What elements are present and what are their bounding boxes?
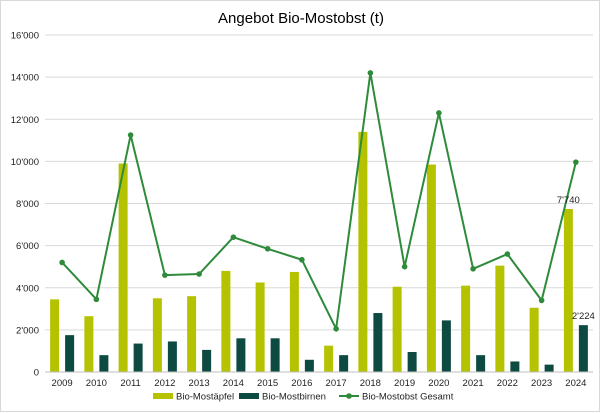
line-point [504, 251, 511, 257]
data-label: 7'740 [557, 195, 580, 206]
line-point [93, 296, 100, 303]
x-tick-label: 2018 [360, 378, 381, 389]
bar-mostbirnen [236, 338, 246, 372]
bar-mostbirnen [339, 355, 349, 372]
x-tick-label: 2017 [326, 378, 347, 389]
bar-mostaepfel [563, 208, 573, 372]
bar-mostbirnen [578, 325, 588, 372]
bar-mostbirnen [373, 313, 383, 372]
y-tick-label: 10'000 [11, 157, 39, 168]
bar-mostaepfel [461, 285, 471, 372]
bar-mostaepfel [187, 296, 197, 372]
bar-mostbirnen [167, 341, 177, 372]
x-tick-label: 2016 [291, 378, 312, 389]
data-labels: 7'740 2'224 [557, 195, 595, 322]
chart-title: Angebot Bio-Mostobst (t) [218, 10, 384, 27]
bar-mostaepfel [84, 316, 94, 372]
legend: Bio-Mostäpfel Bio-Mostbirnen Bio-Mostobst … [153, 392, 454, 403]
x-tick-label: 2015 [257, 378, 278, 389]
y-tick-label: 0 [34, 368, 39, 379]
bar-mostbirnen [65, 335, 75, 372]
legend-label: Bio-Mostobst Gesamt [362, 392, 454, 403]
x-tick-label: 2013 [189, 378, 210, 389]
line-point [573, 159, 579, 165]
line-series [59, 70, 579, 333]
bar-mostaepfel [289, 271, 299, 372]
bar-mostbirnen [270, 338, 280, 372]
line-point [299, 256, 305, 263]
line-point [264, 245, 271, 252]
bar-mostbirnen [99, 355, 109, 372]
x-tick-label: 2009 [52, 378, 73, 389]
bar-mostaepfel [324, 345, 334, 372]
y-tick-label: 16'000 [11, 31, 39, 42]
line-point [538, 297, 545, 304]
bar-mostbirnen [407, 351, 417, 372]
y-tick-label: 4'000 [16, 283, 39, 294]
x-tick-label: 2012 [154, 378, 175, 389]
bar-mostaepfel [152, 298, 162, 372]
legend-label: Bio-Mostbirnen [262, 392, 326, 403]
line-point [196, 271, 202, 277]
y-tick-label: 12'000 [11, 115, 39, 126]
bar-mostbirnen [202, 349, 212, 372]
y-tick-label: 2'000 [16, 325, 39, 336]
x-tick-label: 2010 [86, 378, 107, 389]
bar-mostaepfel [495, 265, 505, 372]
y-tick-label: 8'000 [16, 199, 39, 210]
bar-mostaepfel [255, 282, 265, 372]
line-gesamt [61, 72, 577, 333]
line-point [333, 326, 339, 332]
bar-mostaepfel [529, 307, 539, 372]
y-tick-label: 6'000 [16, 241, 39, 252]
legend-swatch [153, 393, 173, 399]
bar-mostaepfel [358, 131, 368, 372]
bar-mostbirnen [441, 320, 451, 372]
bar-series [50, 131, 588, 372]
bar-mostbirnen [304, 359, 314, 372]
bar-mostbirnen [476, 355, 486, 372]
y-tick-label: 14'000 [11, 73, 39, 84]
bar-mostbirnen [133, 343, 143, 372]
x-tick-label: 2024 [565, 378, 586, 389]
legend-swatch [239, 393, 259, 399]
bar-mostaepfel [50, 299, 60, 372]
bar-mostaepfel [392, 286, 402, 372]
line-point [367, 70, 374, 76]
x-tick-label: 2023 [531, 378, 552, 389]
bar-mostaepfel [221, 270, 231, 372]
legend-marker [346, 393, 352, 399]
bar-mostbirnen [510, 361, 520, 372]
x-tick-label: 2022 [497, 378, 518, 389]
y-axis: 0 2'000 4'000 6'000 8'000 10'000 12'000 14'000 1… [11, 31, 39, 379]
x-tick-label: 2011 [120, 378, 140, 389]
line-point [59, 259, 65, 266]
bar-mostaepfel [426, 164, 436, 372]
bar-mostaepfel [118, 163, 128, 372]
bar-mostbirnen [544, 364, 554, 372]
x-tick-label: 2021 [463, 378, 484, 389]
line-point [162, 272, 168, 278]
x-tick-label: 2019 [394, 378, 415, 389]
x-tick-label: 2020 [428, 378, 449, 389]
legend-label: Bio-Mostäpfel [176, 392, 234, 403]
line-point [230, 234, 237, 240]
x-tick-label: 2014 [223, 378, 244, 389]
data-label: 2'224 [572, 311, 595, 322]
line-point [436, 110, 442, 116]
line-point [401, 263, 408, 270]
line-point [470, 265, 476, 272]
x-axis: 2009 2010 2011 2012 2013 2014 2015 2016 2017 2018… [45, 371, 593, 389]
line-point [127, 132, 134, 138]
